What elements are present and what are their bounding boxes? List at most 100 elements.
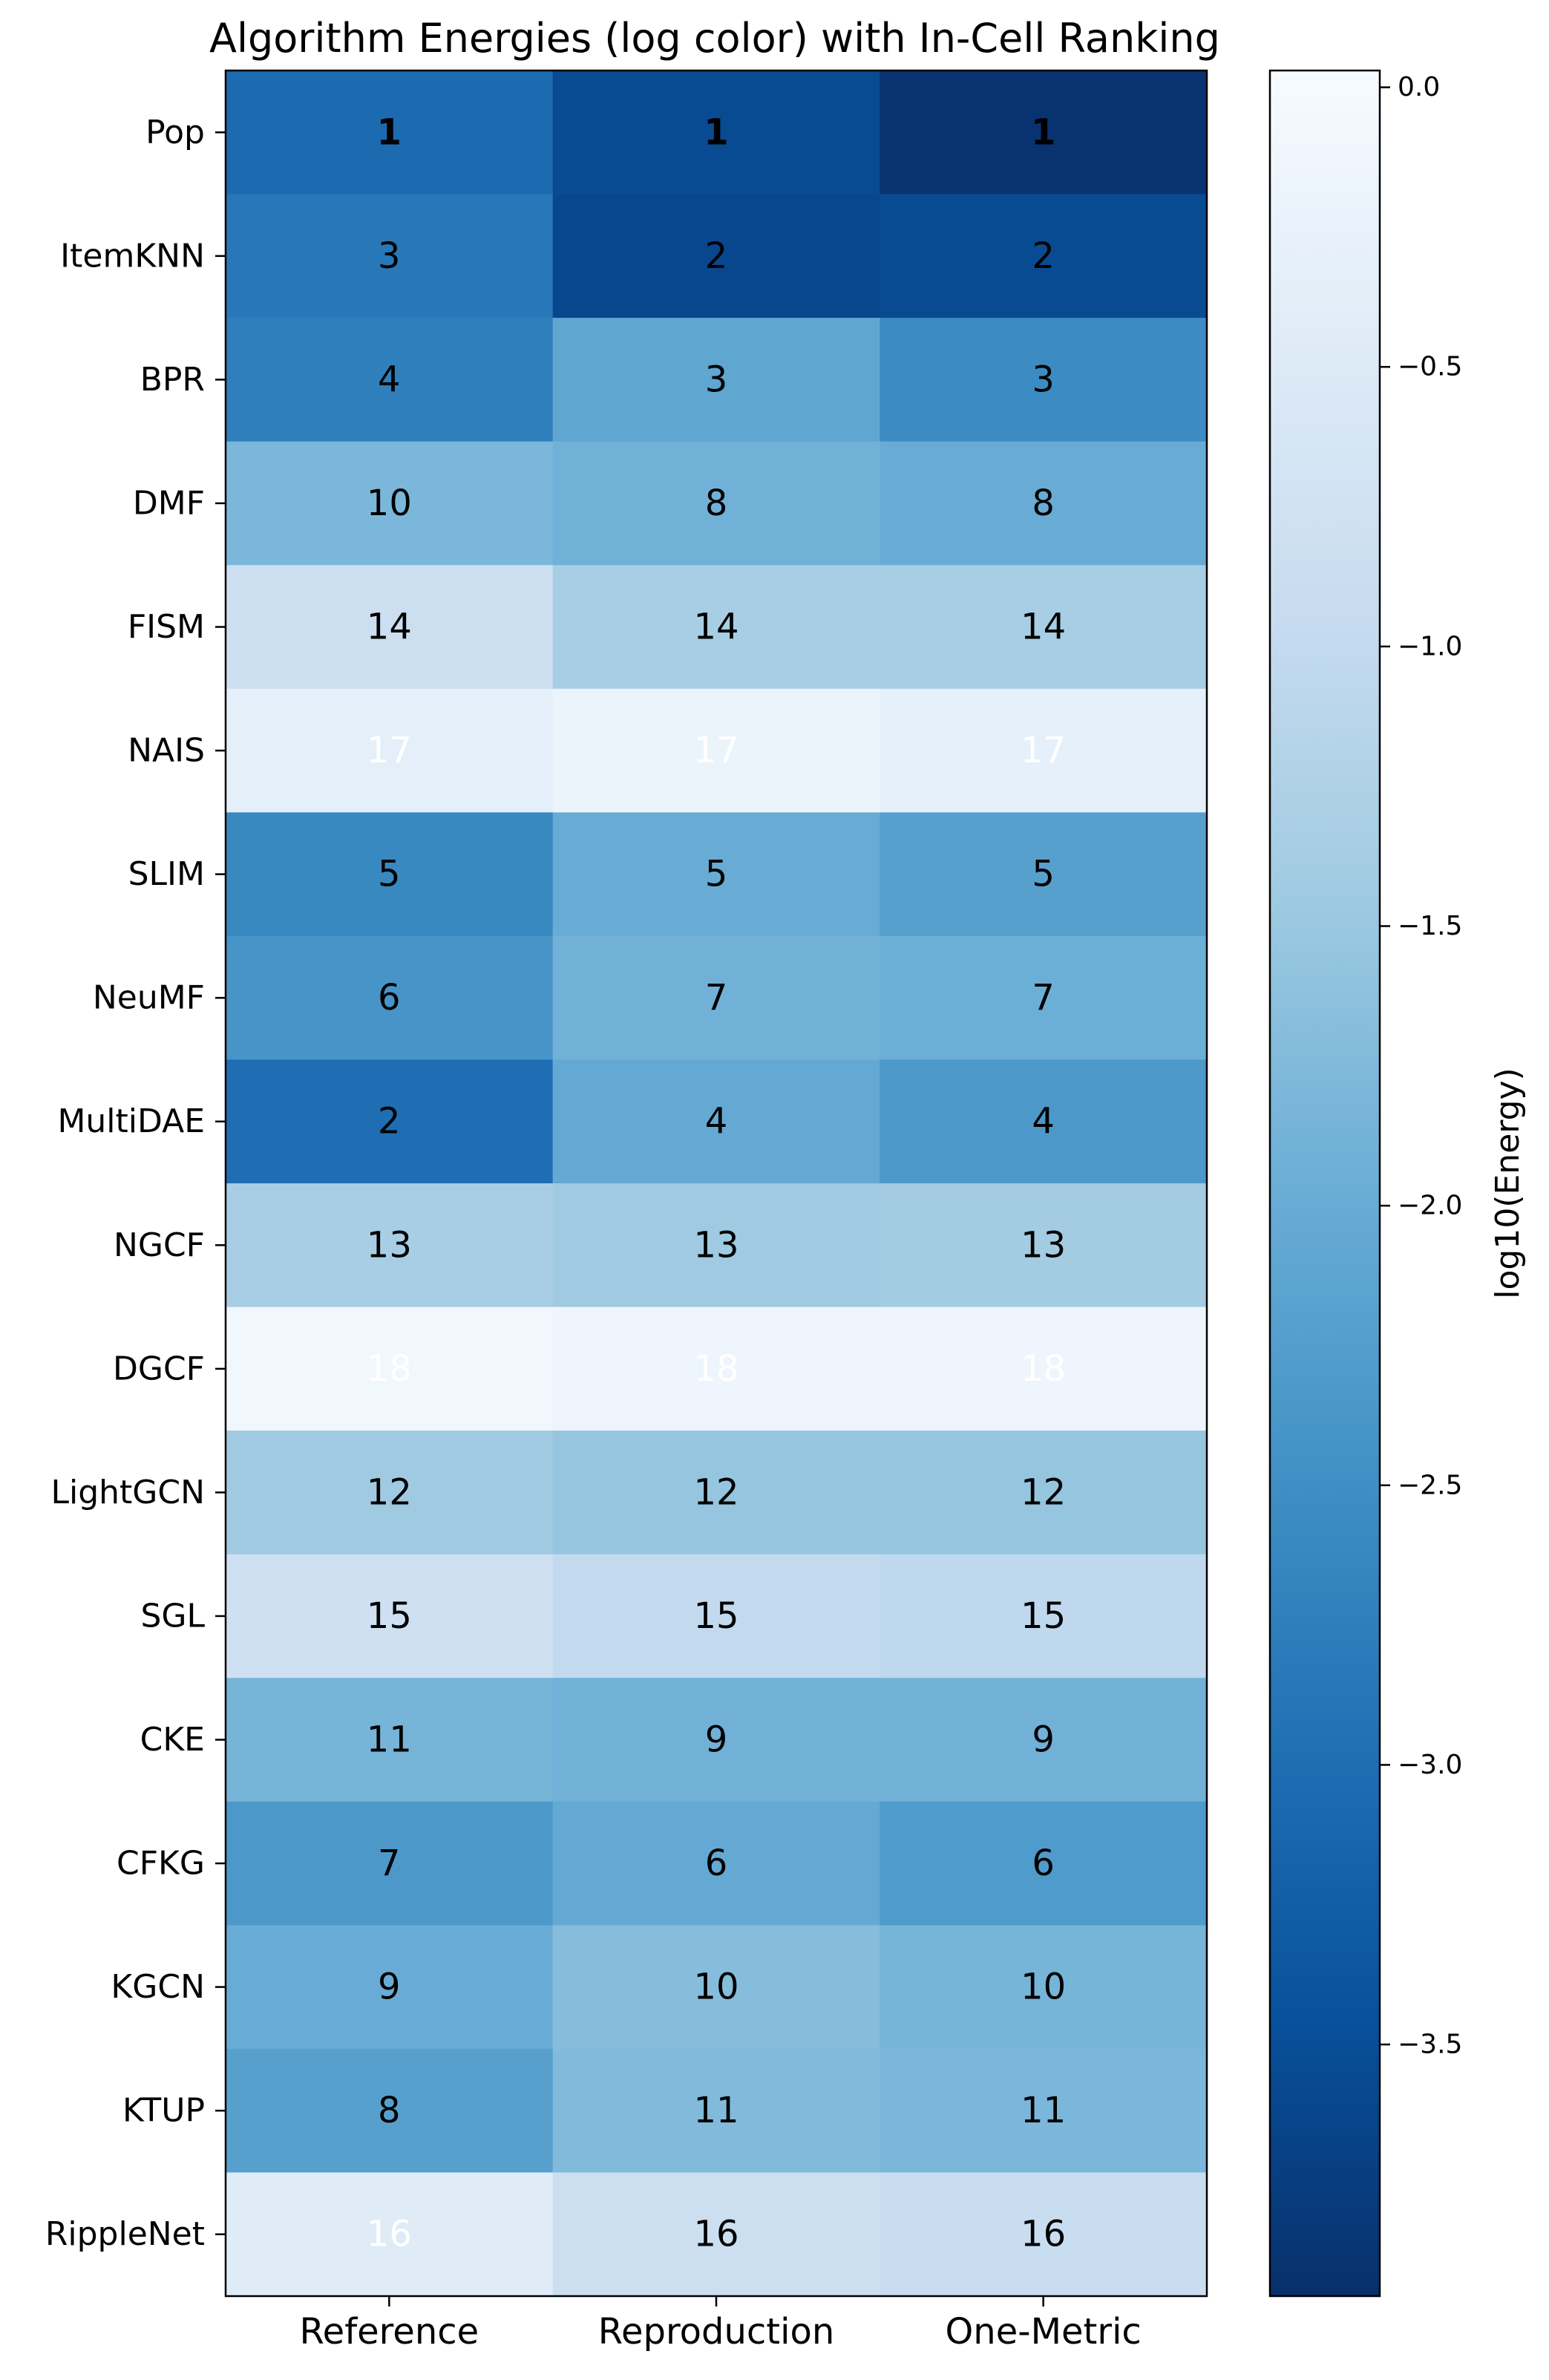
rank-label: 2 (705, 235, 728, 277)
colorbar-tick-label: −2.0 (1398, 1191, 1462, 1221)
rank-label: 15 (1021, 1595, 1066, 1637)
rank-label: 10 (693, 1967, 739, 2008)
rank-label: 4 (705, 1101, 728, 1142)
rank-label: 15 (367, 1595, 412, 1637)
rank-label: 8 (378, 2090, 401, 2131)
heatmap-cell (880, 812, 1208, 937)
colorbar-label: log10(Energy) (1489, 1068, 1527, 1298)
rank-label: 4 (1032, 1101, 1055, 1142)
heatmap-cell (880, 1183, 1208, 1308)
rank-label: 16 (693, 2214, 739, 2255)
y-tick-label: Pop (145, 114, 205, 151)
rank-label: 5 (1032, 854, 1055, 895)
rank-label: 3 (705, 359, 728, 400)
heatmap-cell (552, 1431, 880, 1555)
y-tick-label: SLIM (128, 855, 205, 893)
heatmap-cell (226, 318, 554, 442)
heatmap-cell (226, 1183, 554, 1308)
rank-label: 14 (367, 607, 412, 648)
heatmap-cell (880, 441, 1208, 566)
heatmap-cell (552, 71, 880, 195)
x-axis: Reference Reproduction One-Metric (299, 2296, 1142, 2353)
y-tick-label: NGCF (114, 1226, 205, 1264)
heatmap-cell (552, 1059, 880, 1184)
colorbar-tick-label: −3.5 (1398, 2030, 1462, 2060)
colorbar-tick-label: 0.0 (1398, 72, 1440, 102)
heatmap-cell (552, 2172, 880, 2297)
heatmap-cell (226, 1801, 554, 1926)
rank-label: 6 (1032, 1843, 1055, 1884)
heatmap-cell (226, 2172, 554, 2297)
rank-label: 14 (1021, 607, 1066, 648)
heatmap-cell (880, 1554, 1208, 1678)
rank-label: 6 (705, 1843, 728, 1884)
heatmap-cell (880, 688, 1208, 813)
heatmap-cell (880, 2172, 1208, 2297)
rank-label: 18 (1021, 1348, 1066, 1390)
y-tick-label: ItemKNN (60, 237, 205, 275)
colorbar-frame (1268, 69, 1381, 2298)
rank-label: 16 (367, 2214, 412, 2255)
y-tick-label: BPR (140, 361, 205, 399)
heatmap-cell (226, 194, 554, 318)
y-tick-label: SGL (140, 1597, 205, 1635)
heatmap-cell (226, 688, 554, 813)
heatmap-cell (226, 2048, 554, 2174)
rank-label: 12 (367, 1471, 412, 1513)
rank-label: 11 (1021, 2090, 1066, 2131)
heatmap-cell (880, 1431, 1208, 1555)
heatmap-cell (226, 1925, 554, 2050)
heatmap-cell (226, 935, 554, 1061)
x-tick-label: Reproduction (598, 2311, 834, 2353)
colorbar-tick-label: −2.5 (1398, 1470, 1462, 1500)
y-tick-label: KTUP (122, 2092, 205, 2130)
rank-label: 8 (1032, 483, 1055, 524)
y-tick-label: CFKG (117, 1845, 205, 1883)
y-tick-label: MultiDAE (57, 1102, 205, 1140)
rank-label: 1 (377, 111, 402, 153)
colorbar (1270, 71, 1380, 2296)
heatmap-cell (552, 1678, 880, 1802)
y-tick-label: DMF (133, 484, 205, 522)
rank-label: 17 (1021, 730, 1066, 771)
heatmap-cell (552, 441, 880, 566)
heatmap-cell (552, 318, 880, 442)
rank-label: 18 (367, 1348, 412, 1390)
rank-label: 4 (378, 359, 401, 400)
heatmap-cell (226, 1059, 554, 1184)
rank-label: 8 (705, 483, 728, 524)
heatmap-cell (880, 935, 1208, 1061)
x-tick-label: One-Metric (946, 2311, 1142, 2353)
rank-label: 16 (1021, 2214, 1066, 2255)
heatmap-cell (226, 1678, 554, 1802)
rank-label: 9 (378, 1967, 401, 2008)
rank-label: 10 (1021, 1967, 1066, 2008)
colorbar-tick-label: −3.0 (1398, 1750, 1462, 1780)
rank-label: 2 (1032, 235, 1055, 277)
colorbar-tick-label: −0.5 (1398, 352, 1462, 382)
rank-label: 1 (1031, 111, 1055, 153)
rank-label: 9 (705, 1719, 728, 1761)
y-tick-label: CKE (140, 1721, 205, 1759)
heatmap-cell (552, 688, 880, 813)
y-tick-label: NAIS (128, 732, 205, 770)
rank-label: 9 (1032, 1719, 1055, 1761)
rank-label: 13 (367, 1224, 412, 1266)
y-tick-label: FISM (128, 608, 205, 646)
rank-label: 17 (693, 730, 739, 771)
rank-label: 3 (378, 235, 401, 277)
rank-label: 7 (378, 1843, 401, 1884)
chart-title: Algorithm Energies (log color) with In-C… (209, 15, 1220, 62)
y-tick-label: LightGCN (50, 1474, 205, 1511)
heatmap-cell (226, 1554, 554, 1678)
rank-label: 7 (705, 977, 728, 1019)
heatmap-cell (880, 565, 1208, 690)
heatmap-cell (226, 565, 554, 690)
heatmap-cell (552, 194, 880, 318)
heatmap-cell (552, 935, 880, 1061)
rank-label: 12 (693, 1471, 739, 1513)
heatmap-cell (226, 1307, 554, 1431)
heatmap-cell (880, 1678, 1208, 1802)
